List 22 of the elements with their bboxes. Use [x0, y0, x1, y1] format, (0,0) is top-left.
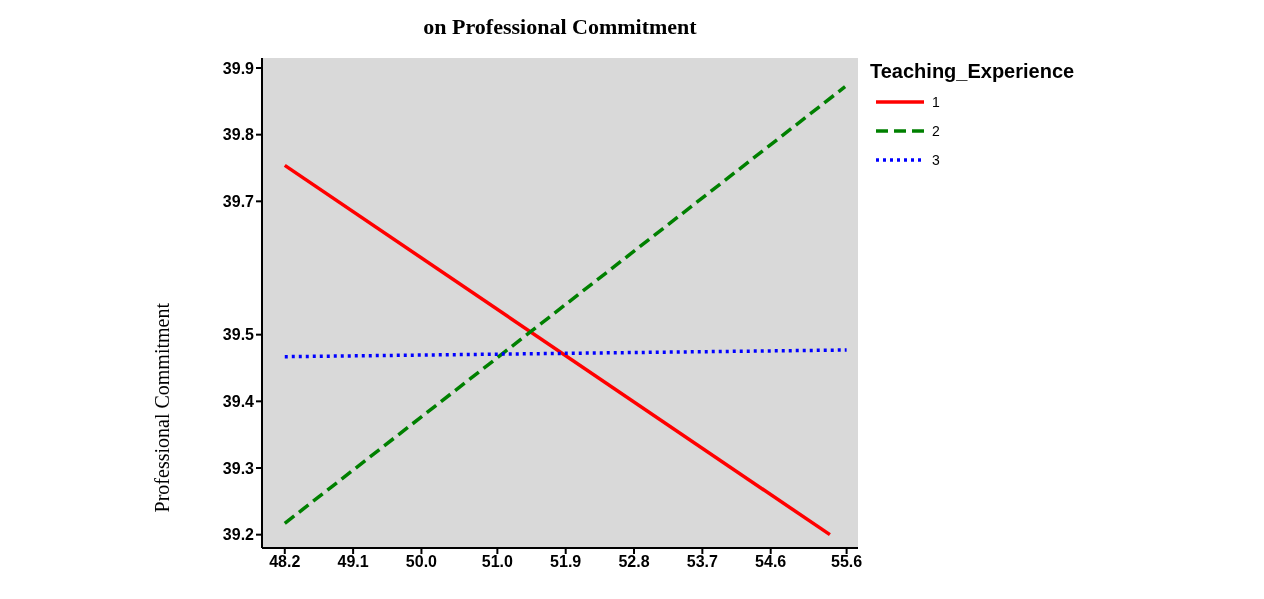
x-tick-label: 49.1 [337, 553, 369, 571]
y-tick-label: 39.7 [222, 193, 255, 211]
y-tick-label: 39.8 [222, 126, 255, 144]
x-tick-label: 54.6 [755, 553, 787, 571]
y-tick-label: 39.2 [222, 526, 255, 544]
y-tick-label: 39.5 [222, 326, 255, 344]
legend-label: 1 [932, 93, 940, 110]
legend-label: 3 [932, 151, 940, 168]
x-tick-label: 51.0 [481, 553, 514, 571]
legend-label: 2 [932, 122, 940, 139]
x-tick-label: 55.6 [831, 553, 863, 571]
y-tick-label: 39.3 [222, 459, 255, 477]
x-tick-label: 50.0 [405, 553, 438, 571]
chart-title: on Professional Commitment [422, 14, 698, 40]
x-tick-label: 52.8 [618, 553, 650, 571]
x-tick-label: 51.9 [550, 553, 582, 571]
x-tick-label: 53.7 [686, 553, 719, 571]
x-tick-label: 48.2 [269, 553, 301, 571]
legend-title: Teaching_Experience [870, 60, 1075, 83]
y-tick-label: 39.4 [222, 393, 255, 411]
y-axis-title: Professional Commitment [151, 302, 174, 513]
y-tick-label: 39.9 [222, 59, 255, 77]
